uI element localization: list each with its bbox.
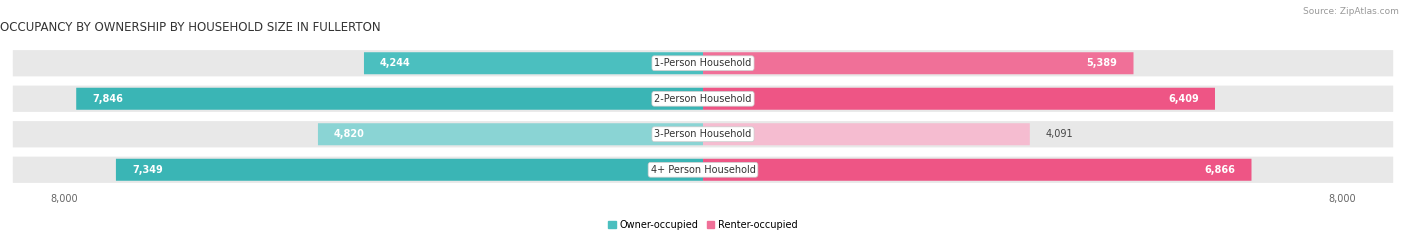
Text: 6,866: 6,866 <box>1205 165 1236 175</box>
FancyBboxPatch shape <box>364 52 703 74</box>
Text: 2-Person Household: 2-Person Household <box>654 94 752 104</box>
Text: 5,389: 5,389 <box>1087 58 1118 68</box>
Text: 7,349: 7,349 <box>132 165 163 175</box>
FancyBboxPatch shape <box>115 159 703 181</box>
FancyBboxPatch shape <box>13 50 1393 76</box>
Text: OCCUPANCY BY OWNERSHIP BY HOUSEHOLD SIZE IN FULLERTON: OCCUPANCY BY OWNERSHIP BY HOUSEHOLD SIZE… <box>0 21 381 34</box>
Legend: Owner-occupied, Renter-occupied: Owner-occupied, Renter-occupied <box>605 216 801 233</box>
Text: 4+ Person Household: 4+ Person Household <box>651 165 755 175</box>
Text: 7,846: 7,846 <box>93 94 124 104</box>
FancyBboxPatch shape <box>13 157 1393 183</box>
Text: 1-Person Household: 1-Person Household <box>654 58 752 68</box>
FancyBboxPatch shape <box>318 123 703 145</box>
FancyBboxPatch shape <box>703 159 1251 181</box>
FancyBboxPatch shape <box>703 52 1133 74</box>
Text: Source: ZipAtlas.com: Source: ZipAtlas.com <box>1303 7 1399 16</box>
FancyBboxPatch shape <box>13 121 1393 147</box>
FancyBboxPatch shape <box>703 88 1215 110</box>
Text: 4,091: 4,091 <box>1046 129 1073 139</box>
Text: 4,820: 4,820 <box>335 129 364 139</box>
Text: 3-Person Household: 3-Person Household <box>654 129 752 139</box>
FancyBboxPatch shape <box>13 86 1393 112</box>
Text: 6,409: 6,409 <box>1168 94 1199 104</box>
FancyBboxPatch shape <box>703 123 1029 145</box>
Text: 4,244: 4,244 <box>380 58 411 68</box>
FancyBboxPatch shape <box>76 88 703 110</box>
